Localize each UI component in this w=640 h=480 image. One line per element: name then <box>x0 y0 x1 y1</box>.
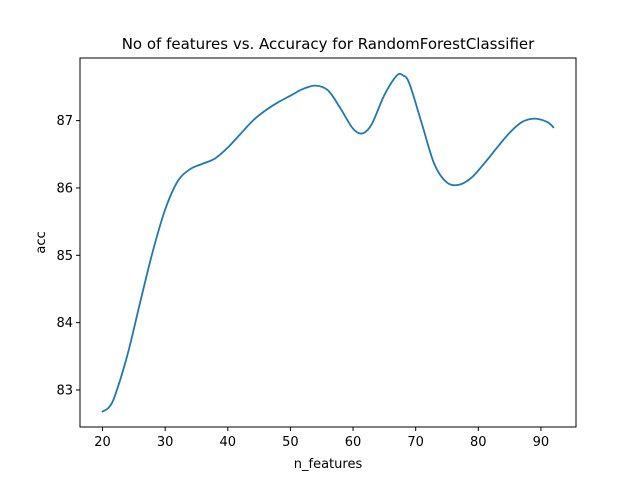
plot-area-background <box>80 58 576 427</box>
y-tick-label: 83 <box>56 383 73 398</box>
y-tick-label: 85 <box>56 249 73 264</box>
chart-title: No of features vs. Accuracy for RandomFo… <box>122 35 535 53</box>
y-axis-label: acc <box>34 231 49 253</box>
x-tick-label: 40 <box>220 435 237 450</box>
x-axis-label: n_features <box>294 457 363 472</box>
x-axis-ticks: 20 30 40 50 60 70 80 90 <box>94 427 549 450</box>
accuracy-series-line <box>101 72 555 413</box>
x-tick-label: 90 <box>533 435 550 450</box>
plot-frame <box>79 57 577 428</box>
x-tick-label: 20 <box>94 435 111 450</box>
x-tick-label: 70 <box>407 435 424 450</box>
x-tick-label: 80 <box>470 435 487 450</box>
y-tick-label: 87 <box>56 114 73 129</box>
x-tick-label: 50 <box>282 435 299 450</box>
y-axis-ticks: 83 84 85 86 87 <box>56 114 80 398</box>
x-tick-label: 60 <box>345 435 362 450</box>
x-tick-label: 30 <box>157 435 174 450</box>
y-tick-label: 86 <box>56 181 73 196</box>
y-tick-label: 84 <box>56 316 73 331</box>
